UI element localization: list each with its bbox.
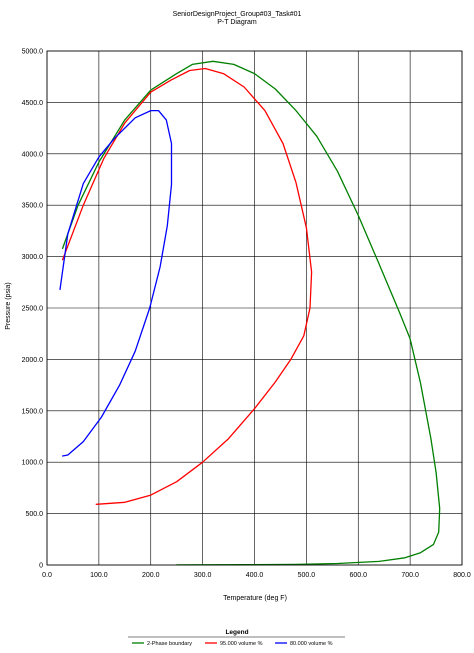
x-tick-label: 800.0 [453, 572, 471, 579]
x-tick-label: 100.0 [90, 572, 108, 579]
plot-frame [46, 50, 463, 566]
legend-label: 95.000 volume % [220, 641, 263, 647]
y-tick-label: 3500.0 [22, 203, 44, 210]
y-tick-label: 4000.0 [22, 151, 44, 158]
y-tick-label: 1500.0 [22, 408, 44, 415]
y-tick-label: 3000.0 [22, 254, 44, 261]
y-tick-label: 0 [39, 563, 43, 570]
y-axis-ticks: 0 500.0 1000.0 1500.0 2000.0 2500.0 3000.0 3500… [22, 49, 44, 570]
legend: Legend 2-Phase boundary 95.000 volume % 80… [128, 629, 345, 647]
x-tick-label: 600.0 [349, 572, 367, 579]
chart-subtitle: P-T Diagram [217, 19, 257, 26]
legend-label: 80.000 volume % [290, 641, 333, 647]
x-axis-label: Temperature (deg F) [223, 595, 287, 602]
grid-lines [46, 50, 463, 566]
y-tick-label: 5000.0 [22, 49, 44, 56]
x-tick-label: 700.0 [401, 572, 419, 579]
y-axis-label: Pressure (psia) [5, 282, 12, 329]
y-tick-label: 2500.0 [22, 306, 44, 313]
series-lines [59, 60, 441, 566]
series-line-80-000-volume- [59, 109, 173, 457]
y-tick-label: 2000.0 [22, 357, 44, 364]
x-tick-label: 300.0 [194, 572, 212, 579]
x-tick-label: 0.0 [42, 572, 52, 579]
legend-title: Legend [225, 629, 248, 636]
x-tick-label: 500.0 [298, 572, 316, 579]
y-tick-label: 4500.0 [22, 100, 44, 107]
x-axis-ticks: 0.0 100.0 200.0 300.0 400.0 500.0 600.0 700.0 80… [42, 572, 471, 579]
x-tick-label: 400.0 [246, 572, 264, 579]
y-tick-label: 500.0 [25, 511, 43, 518]
chart-title: SeniorDesignProject_Group#03_Task#01 [173, 11, 302, 18]
y-tick-label: 1000.0 [22, 460, 44, 467]
legend-label: 2-Phase boundary [147, 641, 192, 647]
series-line-2-phase-boundary [61, 60, 441, 566]
series-line-95-000-volume- [61, 67, 313, 505]
x-tick-label: 200.0 [142, 572, 160, 579]
